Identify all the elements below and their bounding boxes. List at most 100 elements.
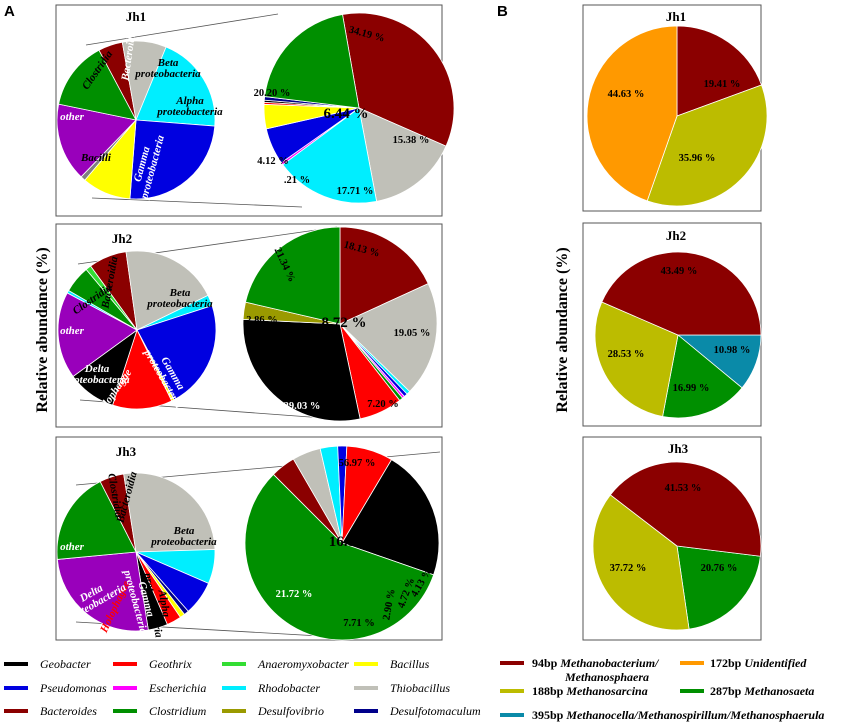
panel-a-letter: A bbox=[4, 3, 15, 20]
legend-label: 172bp Unidentified bbox=[710, 656, 807, 670]
pie-slice-gamma bbox=[136, 305, 217, 401]
slice-pct-label: 2.86 % bbox=[246, 315, 278, 326]
legend-swatch bbox=[680, 661, 704, 665]
slice-pct-label: 41.53 % bbox=[665, 483, 702, 494]
y-axis-label-a: Relative abundance (%) bbox=[34, 247, 51, 412]
pie-slice-clostridium bbox=[244, 473, 435, 641]
legend-b-item-287bp: 287bp Methanosaeta bbox=[680, 684, 814, 698]
pie-slice-m94 bbox=[601, 251, 762, 336]
pie-slice-clostridia bbox=[56, 481, 137, 560]
slice-pct-label: 56.97 % bbox=[339, 458, 376, 469]
legend-swatch bbox=[500, 713, 524, 717]
slice-pct-label: 44.63 % bbox=[608, 89, 645, 100]
slice-label: other bbox=[60, 111, 85, 123]
legend-a-item-geothrix: Geothrix bbox=[113, 657, 192, 671]
legend-a-item-bacteroides: Bacteroides bbox=[4, 704, 97, 718]
legend-swatch bbox=[113, 709, 137, 713]
legend-a-item-desulfotomaculum: Desulfotomaculum bbox=[354, 704, 481, 718]
pie-slice-m94 bbox=[676, 25, 763, 117]
pie-A-Jh2-class bbox=[57, 250, 217, 410]
legend-a-item-escherichia: Escherichia bbox=[113, 681, 206, 695]
pie-slice-m94 bbox=[609, 461, 762, 557]
slice-pct-label: 10.98 % bbox=[714, 345, 751, 356]
slice-label: Beta proteobacteria bbox=[134, 57, 201, 80]
center-pct-label: 8.72 % bbox=[322, 315, 367, 331]
legend-b-item-188bp: 188bp Methanosarcina bbox=[500, 684, 648, 698]
pie-slice-beta bbox=[123, 472, 216, 553]
legend-b-item-94bp: 94bp Methanobacterium/ Methanosphaera bbox=[500, 656, 660, 684]
slice-pct-label: .21 % bbox=[284, 175, 310, 186]
legend-label: Escherichia bbox=[148, 681, 206, 695]
pie-slice-m172 bbox=[586, 25, 678, 202]
pie-slice-geobacter bbox=[341, 459, 440, 576]
title-b-jh2: Jh2 bbox=[666, 228, 686, 243]
legend-swatch bbox=[113, 662, 137, 666]
title-b-jh3: Jh3 bbox=[668, 441, 689, 456]
slice-pct-label: 19.41 % bbox=[704, 79, 741, 90]
legend-swatch bbox=[222, 662, 246, 666]
pie-slice-m287 bbox=[662, 334, 743, 419]
slice-pct-label: 20.76 % bbox=[701, 563, 738, 574]
legend-a-item-thiobacillus: Thiobacillus bbox=[354, 681, 450, 695]
slice-label: Beta proteobacteria bbox=[150, 525, 217, 548]
slice-pct-label: 4.12 % bbox=[257, 156, 289, 167]
legend-label: Desulfovibrio bbox=[257, 704, 324, 718]
slice-label: other bbox=[60, 325, 85, 337]
pie-A-Jh3-genus bbox=[244, 445, 440, 641]
pie-slice-clostridium bbox=[245, 226, 341, 325]
panel-b-letter: B bbox=[497, 3, 508, 20]
pie-slice-clostridium bbox=[264, 13, 360, 109]
pie-B-Jh2 bbox=[594, 251, 762, 419]
legend-a-item-desulfovibrio: Desulfovibrio bbox=[222, 704, 324, 718]
slice-pct-label: 29.03 % bbox=[284, 401, 321, 412]
pie-slice-clostridia bbox=[58, 49, 137, 121]
legend-label: 395bp Methanocella/Methanospirillum/Meth… bbox=[532, 708, 824, 722]
legend-label: Thiobacillus bbox=[390, 681, 450, 695]
legend-label: 287bp Methanosaeta bbox=[710, 684, 814, 698]
slice-pct-label: 17.71 % bbox=[337, 186, 374, 197]
slice-label: Beta proteobacteria bbox=[146, 287, 213, 310]
pie-slice-m188 bbox=[646, 84, 768, 207]
pie-slice-beta bbox=[125, 250, 209, 331]
pie-slice-holophagae bbox=[112, 328, 173, 410]
pie-A-Jh1-genus bbox=[263, 12, 455, 204]
pie-slice-m287 bbox=[676, 545, 761, 630]
frame-a-jh3 bbox=[55, 436, 443, 641]
slice-pct-label: 20.20 % bbox=[254, 88, 291, 99]
legend-a-item-pseudomonas: Pseudomonas bbox=[4, 681, 107, 695]
y-axis-label-b: Relative abundance (%) bbox=[554, 247, 571, 412]
slice-pct-label: 19.05 % bbox=[394, 328, 431, 339]
slice-pct-label: 21.72 % bbox=[276, 589, 313, 600]
pie-slice-other bbox=[57, 292, 138, 377]
slice-pct-label: 16.99 % bbox=[673, 383, 710, 394]
slice-label: other bbox=[60, 541, 85, 553]
pie-slice-alpha bbox=[135, 46, 216, 127]
legend-b-item-395bp: 395bp Methanocella/Methanospirillum/Meth… bbox=[500, 708, 824, 722]
legend-a: Geobacter Geothrix Anaeromyxobacter Baci… bbox=[4, 657, 481, 718]
legend-swatch bbox=[354, 709, 378, 713]
pie-A-Jh1-class bbox=[56, 40, 216, 200]
slice-pct-label: 7.71 % bbox=[343, 618, 375, 629]
slice-pct-label: 28.53 % bbox=[608, 349, 645, 360]
pie-B-Jh1 bbox=[586, 25, 768, 207]
title-a-jh2: Jh2 bbox=[112, 231, 132, 246]
pie-slice-other bbox=[56, 551, 149, 632]
legend-swatch bbox=[222, 709, 246, 713]
legend-a-item-geobacter: Geobacter bbox=[4, 657, 91, 671]
frame-a-jh2 bbox=[55, 223, 443, 428]
pie-A-Jh2-genus bbox=[242, 226, 438, 422]
slice-pct-label: 37.72 % bbox=[610, 563, 647, 574]
legend-label: Bacteroides bbox=[40, 704, 97, 718]
pie-slice-geobacter bbox=[242, 318, 361, 422]
title-a-jh1: Jh1 bbox=[126, 9, 146, 24]
b-labels: 19.41 % 35.96 % 44.63 % 10.98 % 16.99 % … bbox=[608, 79, 751, 574]
slice-pct-label: 2.90 % bbox=[381, 588, 397, 621]
legend-a-item-rhodobacter: Rhodobacter bbox=[222, 681, 320, 695]
legend-swatch bbox=[222, 686, 246, 690]
slice-pct-label: 7.20 % bbox=[367, 399, 399, 410]
legend-label: Desulfotomaculum bbox=[389, 704, 481, 718]
legend-swatch bbox=[500, 689, 524, 693]
legend-label: Anaeromyxobacter bbox=[257, 657, 349, 671]
pie-slice-thiobacillus bbox=[358, 107, 447, 202]
center-pct-label: 6.44 % bbox=[324, 106, 369, 122]
